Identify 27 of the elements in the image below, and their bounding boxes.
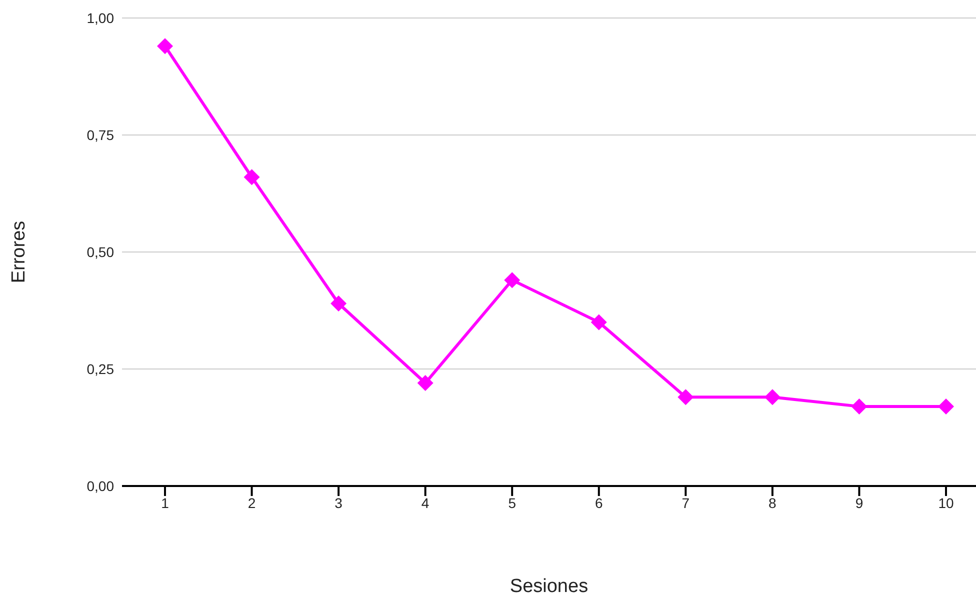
x-tick-label: 1	[161, 494, 170, 511]
x-tick-label: 10	[938, 494, 954, 511]
y-tick-label: 0,00	[86, 478, 114, 494]
point	[330, 295, 347, 312]
x-tick-label: 8	[768, 494, 777, 511]
point	[417, 375, 434, 392]
x-tick-label: 3	[334, 494, 343, 511]
x-tick-label: 7	[682, 494, 690, 511]
point	[590, 314, 607, 330]
point	[504, 272, 520, 288]
y-tick-label: 0,25	[86, 360, 114, 377]
x-tick-label: 4	[421, 494, 430, 511]
x-tick-label: 2	[248, 494, 256, 511]
point	[938, 398, 954, 414]
point	[851, 398, 868, 414]
x-tick-label: 5	[508, 494, 516, 511]
x-axis-title: Sesiones	[510, 576, 588, 596]
point	[157, 38, 173, 54]
y-tick-label: 0,50	[86, 244, 114, 260]
y-tick-label: 1,00	[86, 10, 114, 26]
point	[678, 389, 694, 406]
x-tick-label: 6	[594, 494, 603, 511]
x-tick-label: 9	[855, 494, 864, 511]
y-axis-title: Errores	[8, 220, 30, 284]
point	[244, 169, 260, 186]
point	[764, 389, 780, 406]
y-tick-label: 0,75	[86, 126, 114, 143]
